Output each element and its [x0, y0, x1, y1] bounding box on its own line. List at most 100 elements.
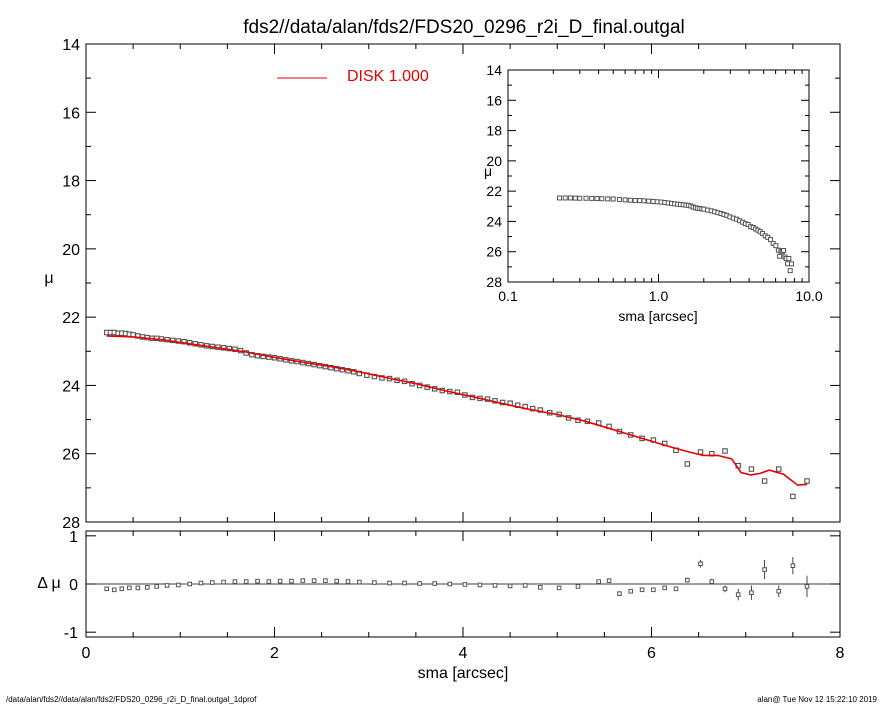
residual-data-point: [221, 579, 226, 585]
residual-data-point: [144, 585, 150, 590]
main-data-point: [722, 448, 728, 454]
residual-y-axis: -1 0 1: [64, 529, 840, 642]
x-tick-label: 2: [270, 645, 279, 662]
residual-data-point: [722, 586, 728, 592]
residual-data-point: [176, 582, 181, 588]
inset-data-point: [605, 196, 611, 202]
residual-data-point: [127, 585, 132, 591]
main-data-point: [804, 478, 810, 484]
residual-data-point: [417, 581, 422, 586]
residual-y-tick-label: 1: [69, 529, 78, 546]
inset-y-axis: 14 16 18 20 22 24 26 28: [486, 62, 809, 290]
main-y-tick-label: 22: [62, 310, 80, 327]
main-y-tick-label: 26: [62, 447, 80, 464]
inset-x-tick-label: 1.0: [649, 288, 669, 304]
main-data-points: [103, 329, 810, 500]
inset-data-point: [637, 198, 643, 204]
x-tick-label: 4: [459, 645, 468, 662]
residual-data-point: [606, 578, 612, 583]
inset-data-point: [594, 196, 600, 202]
main-y-tick-label: 20: [62, 242, 80, 259]
x-tick-label: 8: [836, 645, 845, 662]
inset-y-tick-label: 24: [486, 213, 502, 229]
main-data-point: [748, 466, 755, 472]
residual-data-point: [776, 588, 782, 594]
inset-data-point: [562, 195, 568, 201]
inset-data-point: [610, 196, 616, 202]
residual-data-point: [790, 563, 796, 568]
chart-title: fds2//data/alan/fds2/FDS20_0296_r2i_D_fi…: [243, 17, 685, 38]
residual-data-point: [334, 578, 340, 584]
residual-data-point: [277, 578, 283, 584]
inset-data-point: [785, 261, 791, 267]
main-x-axis-label: sma [arcsec]: [418, 665, 509, 682]
inset-data-point: [567, 195, 573, 201]
residual-data-point: [372, 580, 377, 585]
main-y-tick-label: 24: [62, 378, 80, 395]
residual-data-point: [402, 580, 407, 586]
legend-label: DISK 1.000: [347, 68, 429, 85]
inset-y-tick-label: 16: [486, 92, 502, 108]
inset-data-point: [577, 195, 583, 201]
residual-data-point: [735, 592, 741, 597]
inset-plot-frame: [507, 69, 810, 283]
inset-data-point: [589, 195, 595, 201]
main-x-axis: [85, 44, 841, 522]
inset-y-tick-label: 26: [486, 244, 502, 260]
footer-timestamp: alan@ Tue Nov 12 15:22:10 2019: [757, 695, 877, 704]
inset-x-axis: 0.1 1.0 10.0: [498, 70, 823, 304]
residual-data-point: [447, 581, 453, 587]
main-data-point: [537, 407, 544, 413]
residual-data-point: [522, 583, 528, 588]
residual-data-point: [698, 561, 703, 567]
inset-x-tick-label: 10.0: [795, 288, 822, 304]
residual-data-point: [266, 579, 272, 584]
residual-data-point: [537, 585, 543, 590]
residual-data-point: [804, 584, 810, 589]
inset-data-point: [616, 196, 622, 202]
residual-data-point: [596, 579, 602, 584]
residual-data-point: [232, 579, 238, 584]
inset-y-tick-label: 20: [486, 153, 502, 169]
residual-data-point: [300, 578, 306, 583]
residual-data-point: [575, 584, 581, 589]
residual-data-point: [357, 579, 362, 585]
residual-data-point: [492, 583, 498, 588]
inset-data-point: [632, 198, 638, 204]
main-data-point: [529, 405, 536, 412]
residual-data-point: [119, 586, 125, 592]
residual-data-point: [749, 590, 754, 595]
residual-data-points: [104, 557, 810, 601]
residual-data-point: [628, 588, 634, 594]
residual-data-point: [462, 582, 468, 587]
main-y-tick-label: 28: [62, 515, 80, 532]
inset-data-point: [786, 256, 792, 262]
inset-data-point: [583, 195, 589, 201]
inset-data-point: [557, 195, 563, 201]
inset-data-point: [599, 196, 605, 202]
inset-y-tick-label: 28: [486, 274, 502, 290]
residual-data-point: [345, 579, 351, 584]
main-y-axis-label: μ: [44, 270, 53, 287]
residual-data-point: [104, 586, 110, 592]
main-panel: 14 16 18 20 22 24 26 28 μ DISK 1.000: [44, 37, 841, 532]
residual-data-point: [209, 580, 215, 585]
residual-data-point: [289, 578, 294, 584]
inset-data-point: [572, 195, 578, 201]
residual-data-point: [323, 578, 328, 583]
residual-data-point: [198, 580, 204, 586]
residual-data-point: [639, 587, 645, 593]
residual-data-point: [255, 578, 260, 584]
inset-data-point: [650, 198, 656, 204]
main-data-point: [761, 478, 768, 484]
inset-data-point: [777, 253, 783, 259]
main-y-tick-label: 18: [62, 174, 80, 191]
residual-data-point: [651, 587, 656, 593]
residual-data-point: [164, 583, 170, 588]
residual-data-point: [111, 587, 117, 593]
inset-data-point: [627, 197, 633, 203]
residual-data-point: [311, 578, 317, 583]
main-data-point: [790, 493, 796, 500]
inset-data-point: [773, 243, 779, 249]
